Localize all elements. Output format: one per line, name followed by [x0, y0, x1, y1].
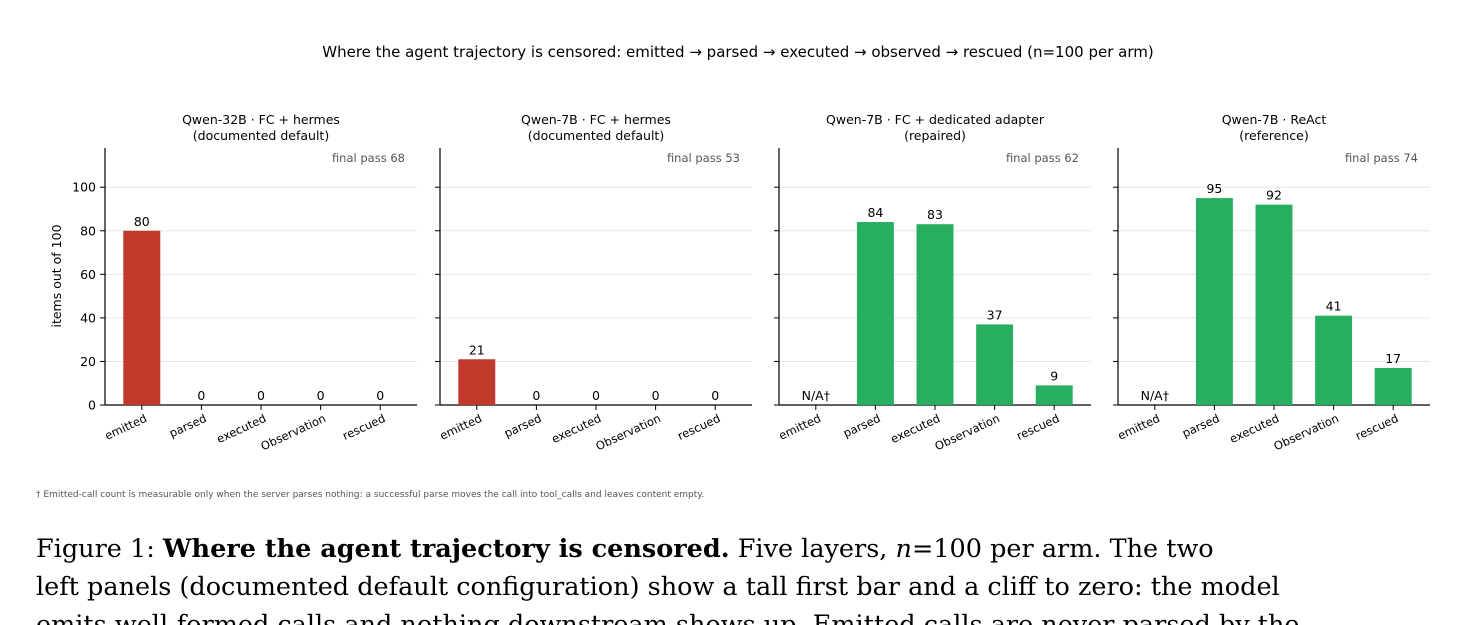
- bar-value-label: 0: [652, 388, 660, 403]
- final-pass-note: final pass 68: [332, 151, 405, 165]
- x-tick-label: rescued: [340, 411, 387, 443]
- bar-value-label: 95: [1206, 181, 1222, 196]
- caption-bold-title: Where the agent trajectory is censored.: [162, 534, 730, 564]
- panel-title: Qwen-7B · FC + hermes: [521, 112, 671, 127]
- x-tick-label: rescued: [1353, 411, 1400, 443]
- y-tick-label: 20: [80, 354, 96, 369]
- final-pass-note: final pass 74: [1345, 151, 1418, 165]
- panel-subtitle: (repaired): [904, 128, 966, 143]
- x-tick-label: emitted: [102, 411, 149, 443]
- bar-value-label: 0: [592, 388, 600, 403]
- bar-executed: [1255, 204, 1293, 405]
- x-tick-label: Observation: [258, 411, 327, 453]
- bar-value-label: 92: [1266, 188, 1282, 203]
- figure: Where the agent trajectory is censored: …: [36, 43, 1430, 500]
- x-tick-label: parsed: [1180, 411, 1222, 440]
- y-tick-label: 60: [80, 267, 96, 282]
- bar-observation: [976, 324, 1014, 405]
- y-tick-label: 80: [80, 223, 96, 238]
- panel-subtitle: (reference): [1239, 128, 1308, 143]
- figure-suptitle: Where the agent trajectory is censored: …: [322, 43, 1153, 61]
- bar-value-label: 9: [1050, 368, 1058, 383]
- final-pass-note: final pass 62: [1006, 151, 1079, 165]
- caption-text-b: =100 per arm. The two: [911, 534, 1214, 564]
- bar-value-label: 83: [927, 207, 943, 222]
- caption-text-a: Five layers,: [737, 534, 888, 564]
- caption-n-symbol: n: [895, 534, 912, 564]
- bar-value-label: 0: [257, 388, 265, 403]
- bar-parsed: [856, 222, 894, 405]
- x-tick-label: Observation: [932, 411, 1001, 453]
- y-tick-label: 0: [88, 398, 96, 413]
- footnote: † Emitted-call count is measurable only …: [36, 490, 704, 500]
- bar-value-label: 0: [711, 388, 719, 403]
- bar-value-label: 21: [469, 342, 485, 357]
- bar-parsed: [1195, 198, 1233, 405]
- bar-value-label: 37: [987, 307, 1003, 322]
- x-tick-label: Observation: [1271, 411, 1340, 453]
- x-tick-label: parsed: [841, 411, 883, 440]
- x-tick-label: parsed: [167, 411, 209, 440]
- bar-value-label: 17: [1385, 351, 1401, 366]
- figure-caption: Figure 1: Where the agent trajectory is …: [36, 530, 1446, 625]
- x-tick-label: rescued: [675, 411, 722, 443]
- y-tick-label: 40: [80, 310, 96, 325]
- bar-value-label: 80: [134, 214, 150, 229]
- panel-title: Qwen-32B · FC + hermes: [182, 112, 340, 127]
- bar-value-label: 84: [867, 205, 883, 220]
- bar-rescued: [1374, 367, 1412, 405]
- chart-panels: Qwen-32B · FC + hermes(documented defaul…: [72, 112, 1430, 453]
- x-tick-label: parsed: [502, 411, 544, 440]
- bar-value-label: 0: [317, 388, 325, 403]
- bar-observation: [1315, 315, 1353, 405]
- caption-label: Figure 1:: [36, 534, 155, 564]
- caption-line-1: Figure 1: Where the agent trajectory is …: [36, 530, 1446, 568]
- panel-subtitle: (documented default): [528, 128, 664, 143]
- panel-title: Qwen-7B · FC + dedicated adapter: [826, 112, 1045, 127]
- final-pass-note: final pass 53: [667, 151, 740, 165]
- bar-rescued: [1035, 385, 1073, 405]
- x-tick-label: emitted: [437, 411, 484, 443]
- bar-executed: [916, 224, 954, 405]
- x-tick-label: emitted: [1115, 411, 1162, 443]
- bar-value-label: 0: [532, 388, 540, 403]
- y-axis-label: items out of 100: [49, 224, 64, 327]
- bar-emitted: [458, 359, 496, 405]
- x-tick-label: Observation: [593, 411, 662, 453]
- bar-value-label: 41: [1326, 299, 1342, 314]
- bar-value-label: 0: [376, 388, 384, 403]
- y-tick-label: 100: [72, 180, 96, 195]
- panel-subtitle: (documented default): [193, 128, 329, 143]
- panel-title: Qwen-7B · ReAct: [1222, 112, 1327, 127]
- caption-line-3: emits well-formed calls and nothing down…: [36, 610, 1300, 625]
- bar-value-label: N/A†: [802, 388, 830, 403]
- caption-line-2: left panels (documented default configur…: [36, 572, 1280, 602]
- x-tick-label: rescued: [1014, 411, 1061, 443]
- bar-emitted: [123, 230, 161, 405]
- x-tick-label: emitted: [776, 411, 823, 443]
- bar-value-label: N/A†: [1141, 388, 1169, 403]
- bar-value-label: 0: [197, 388, 205, 403]
